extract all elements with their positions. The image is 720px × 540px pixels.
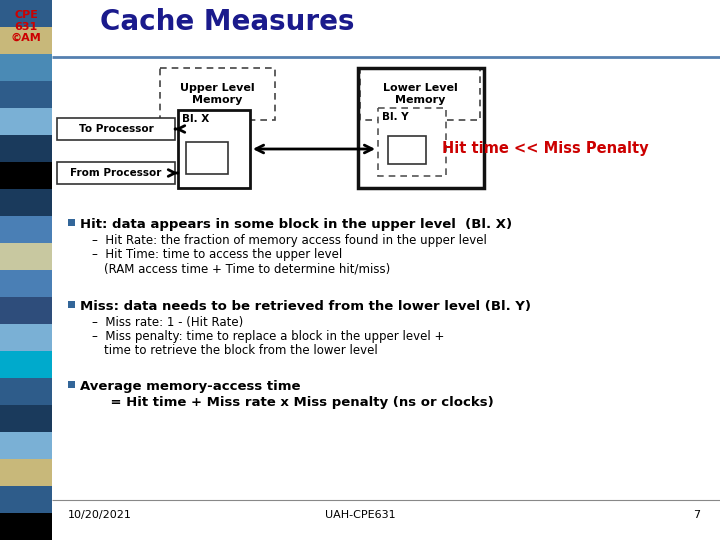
Bar	[68, 381, 75, 388]
Bar	[0, 54, 52, 81]
Bar	[0, 513, 52, 540]
Bar	[0, 0, 52, 27]
Bar	[0, 135, 52, 162]
Bar	[0, 297, 52, 324]
Bar	[178, 110, 250, 188]
Text: Miss: data needs to be retrieved from the lower level (Bl. Y): Miss: data needs to be retrieved from th…	[80, 300, 531, 313]
Text: Upper Level
Memory: Upper Level Memory	[180, 83, 255, 105]
Text: (RAM access time + Time to determine hit/miss): (RAM access time + Time to determine hit…	[104, 262, 390, 275]
Text: time to retrieve the block from the lower level: time to retrieve the block from the lowe…	[104, 344, 378, 357]
Bar	[358, 68, 484, 188]
Bar	[186, 142, 228, 174]
Bar	[0, 108, 52, 135]
Bar	[0, 162, 52, 189]
Bar	[160, 68, 275, 120]
Bar	[0, 432, 52, 459]
Bar	[0, 270, 52, 297]
Bar	[360, 68, 480, 120]
Text: CPE
631
©AM: CPE 631 ©AM	[11, 10, 41, 43]
Bar	[57, 162, 175, 184]
Bar	[0, 81, 52, 108]
Bar	[0, 459, 52, 486]
Text: –  Hit Time: time to access the upper level: – Hit Time: time to access the upper lev…	[92, 248, 342, 261]
Bar	[378, 108, 446, 176]
Text: 10/20/2021: 10/20/2021	[68, 510, 132, 520]
Bar	[57, 118, 175, 140]
Text: Hit: data appears in some block in the upper level  (Bl. X): Hit: data appears in some block in the u…	[80, 218, 512, 231]
Text: From Processor: From Processor	[71, 168, 162, 178]
Text: = Hit time + Miss rate x Miss penalty (ns or clocks): = Hit time + Miss rate x Miss penalty (n…	[92, 396, 494, 409]
Bar	[0, 243, 52, 270]
Text: Average memory-access time: Average memory-access time	[80, 380, 300, 393]
Bar	[0, 405, 52, 432]
Text: Cache Measures: Cache Measures	[100, 8, 354, 36]
Text: Hit time << Miss Penalty: Hit time << Miss Penalty	[441, 140, 648, 156]
Bar	[68, 219, 75, 226]
Text: UAH-CPE631: UAH-CPE631	[325, 510, 395, 520]
Text: Bl. Y: Bl. Y	[382, 112, 409, 122]
Bar	[0, 27, 52, 54]
Bar	[68, 301, 75, 308]
Text: To Processor: To Processor	[78, 124, 153, 134]
Bar	[0, 189, 52, 216]
Bar	[0, 486, 52, 513]
Bar	[0, 351, 52, 378]
Bar	[0, 324, 52, 351]
Text: –  Miss penalty: time to replace a block in the upper level +: – Miss penalty: time to replace a block …	[92, 330, 444, 343]
Text: –  Hit Rate: the fraction of memory access found in the upper level: – Hit Rate: the fraction of memory acces…	[92, 234, 487, 247]
Bar	[0, 378, 52, 405]
Text: –  Miss rate: 1 - (Hit Rate): – Miss rate: 1 - (Hit Rate)	[92, 316, 243, 329]
Text: 7: 7	[693, 510, 700, 520]
Bar	[388, 136, 426, 164]
Text: Bl. X: Bl. X	[182, 114, 210, 124]
Text: Lower Level
Memory: Lower Level Memory	[382, 83, 457, 105]
Bar	[0, 216, 52, 243]
